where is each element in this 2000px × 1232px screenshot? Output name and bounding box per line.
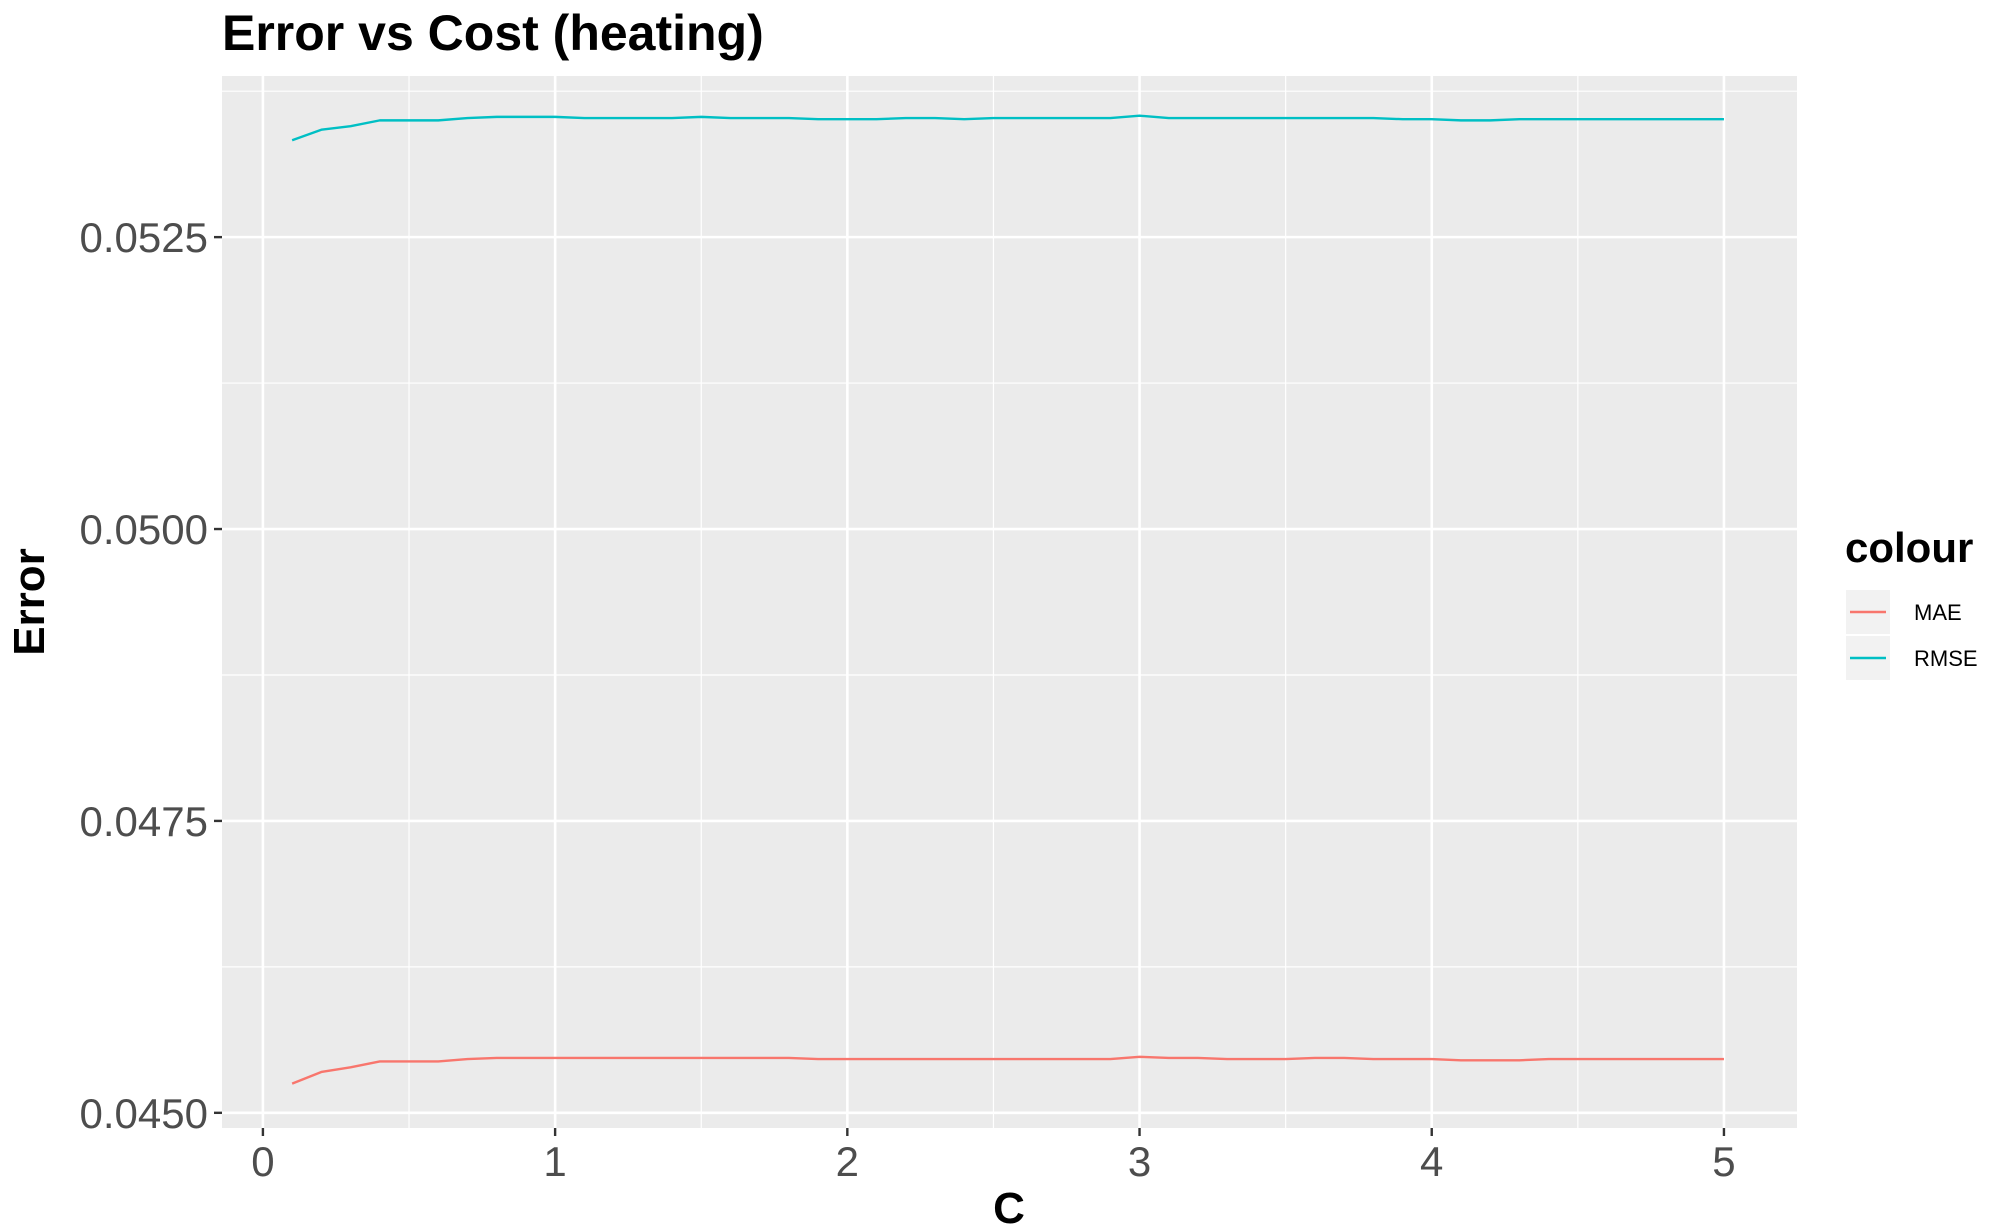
x-axis-title: C [993,1184,1025,1232]
legend-label-rmse: RMSE [1914,646,1978,671]
y-axis: 0.0450 0.0475 0.0500 0.0525 [80,214,222,1137]
x-tick-label: 5 [1712,1138,1735,1185]
x-tick-label: 3 [1128,1138,1151,1185]
minor-gridlines [222,76,1797,1128]
y-axis-title: Error [5,548,54,656]
legend-label-mae: MAE [1914,600,1962,625]
legend: colour MAE RMSE [1845,524,1978,680]
y-tick-label: 0.0450 [80,1090,208,1137]
x-tick-label: 0 [251,1138,274,1185]
x-axis: 0 1 2 3 4 5 [251,1128,1736,1185]
series-line-rmse [291,114,1724,142]
chart-title: Error vs Cost (heating) [222,5,764,61]
x-tick-label: 4 [1420,1138,1443,1185]
y-tick-label: 0.0525 [80,214,208,261]
series-line-mae [291,1055,1724,1085]
x-tick-label: 1 [543,1138,566,1185]
y-tick-label: 0.0500 [80,506,208,553]
y-tick-label: 0.0475 [80,798,208,845]
x-tick-label: 2 [836,1138,859,1185]
plot-panel [222,76,1797,1128]
major-gridlines [222,76,1797,1128]
series-lines [291,114,1724,1085]
legend-title: colour [1845,524,1973,571]
